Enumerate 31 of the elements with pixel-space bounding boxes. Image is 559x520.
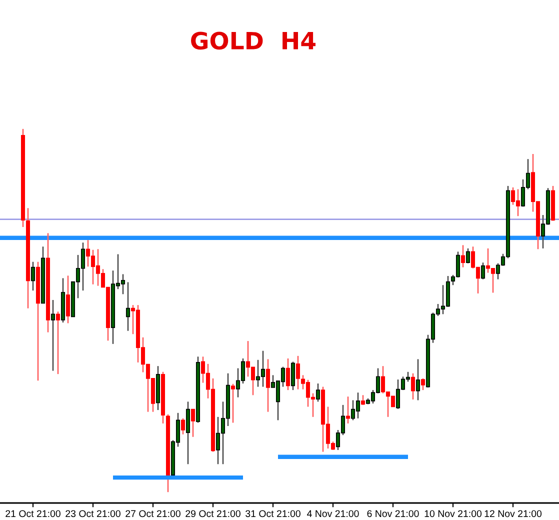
candlestick: [56, 310, 60, 375]
candlestick: [360, 394, 366, 406]
candlestick: [466, 248, 470, 264]
x-tick-label: 6 Nov 21:00: [367, 510, 419, 518]
candlestick: [316, 382, 320, 402]
candlestick: [50, 299, 56, 372]
candlestick: [180, 418, 186, 436]
candlestick: [230, 383, 236, 424]
candlestick: [416, 358, 420, 401]
x-tick-label: 21 Oct 21:00: [6, 510, 60, 518]
candlestick: [190, 408, 196, 438]
candlestick: [186, 400, 190, 465]
candlestick: [346, 396, 350, 424]
candlestick: [286, 358, 290, 391]
x-tick-label: 12 Nov 21:00: [484, 510, 542, 518]
candlestick: [126, 281, 130, 332]
candlestick: [290, 361, 296, 391]
x-tick-label: 4 Nov 21:00: [307, 510, 359, 518]
x-tick-label: 31 Oct 21:00: [246, 510, 300, 518]
candlestick: [480, 262, 486, 280]
candlestick: [66, 274, 70, 324]
candlestick: [410, 372, 416, 400]
chart-title: GOLD H4: [191, 32, 316, 50]
x-tick-label: 10 Nov 21:00: [424, 510, 482, 518]
candlestick: [420, 378, 426, 391]
x-tick-label: 29 Oct 21:00: [186, 510, 240, 518]
candlestick: [30, 261, 36, 292]
x-tick-label: 27 Oct 21:00: [126, 510, 180, 518]
x-tick-label: 23 Oct 21:00: [66, 510, 120, 518]
candlestick: [460, 244, 466, 268]
candlestick: [266, 358, 270, 413]
